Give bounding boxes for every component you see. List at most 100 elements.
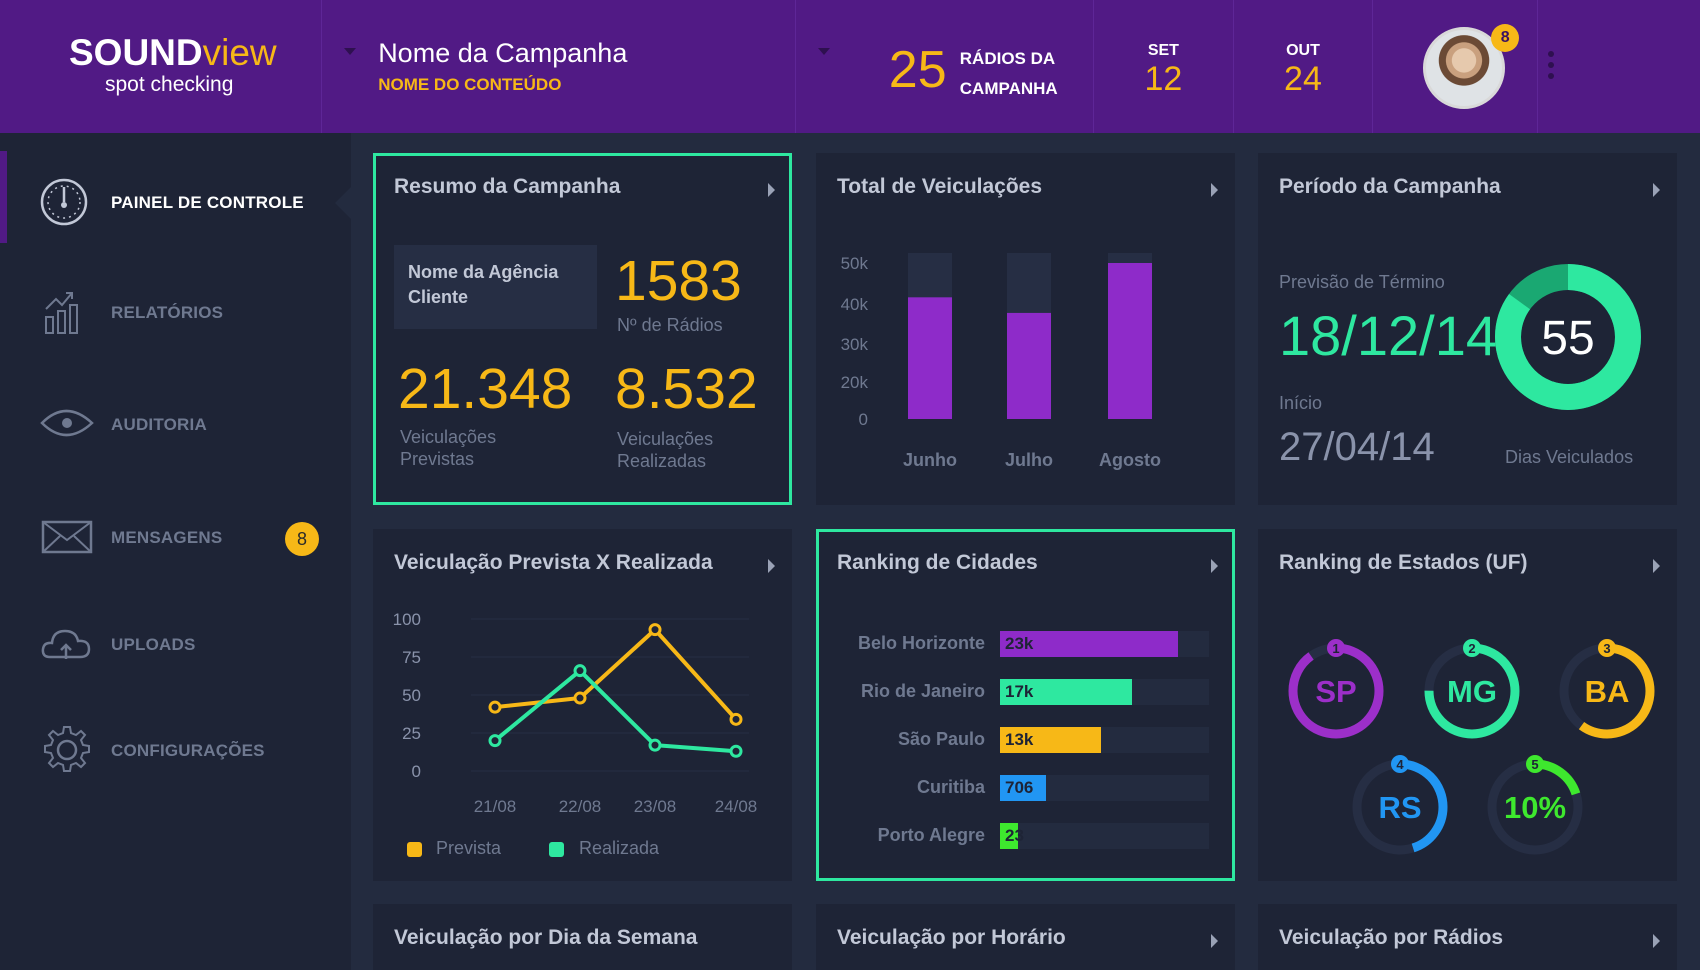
state-rank-number: 5	[1531, 757, 1538, 772]
legend-realizada-swatch	[549, 842, 564, 857]
prevista-realizada-line-chart: 0 25 50 75 100 21/08 22/08 23/08 24/08	[393, 610, 758, 816]
card-total-veiculacoes[interactable]: Total de Veiculações 0 20k 30k 40k 50k Junho J…	[816, 153, 1235, 505]
city-name: Porto Alegre	[877, 825, 985, 845]
city-bar	[1000, 679, 1132, 705]
top-header: SOUNDview spot checking Nome da Campanha…	[0, 0, 1700, 133]
sidebar-item-label: UPLOADS	[111, 635, 196, 654]
logo-area[interactable]: SOUNDview spot checking	[0, 0, 323, 133]
state-rank-number: 2	[1468, 641, 1475, 656]
y-tick-label: 75	[402, 648, 421, 667]
gear-icon	[44, 726, 90, 772]
end-date-label: Previsão de Término	[1279, 272, 1445, 292]
start-date-value: 27/04/14	[1279, 425, 1435, 469]
chevron-right-icon[interactable]	[1653, 559, 1660, 573]
dashboard-gauge-icon	[40, 178, 88, 226]
city-bar	[1000, 823, 1018, 849]
data-point	[573, 664, 587, 678]
data-point	[729, 712, 743, 726]
card-title: Veiculação por Horário	[837, 926, 1066, 949]
more-menu[interactable]	[1538, 0, 1700, 133]
card-title: Veiculação por Dia da Semana	[394, 926, 698, 949]
sidebar-item-label: RELATÓRIOS	[111, 303, 224, 322]
chevron-right-icon[interactable]	[768, 183, 775, 197]
card-title: Veiculação Prevista X Realizada	[394, 551, 713, 574]
month-end-label: OUT	[1286, 42, 1320, 59]
chevron-right-icon[interactable]	[1653, 934, 1660, 948]
city-bar-track: 23k	[1000, 631, 1209, 657]
sidebar-item-configuracoes[interactable]: CONFIGURAÇÕES	[0, 723, 351, 783]
sidebar-item-painel[interactable]: PAINEL DE CONTROLE	[0, 175, 351, 235]
card-ranking-cidades[interactable]: Ranking de Cidades Belo Horizonte 23k Rio …	[816, 529, 1235, 881]
realizadas-label: Veiculações Realizadas	[617, 429, 714, 471]
city-value-label: 17k	[1005, 682, 1034, 701]
notification-badge[interactable]: 8	[1491, 24, 1520, 52]
card-title: Total de Veiculações	[837, 175, 1043, 198]
radios-summary[interactable]: 25 RÁDIOS DA CAMPANHA	[796, 0, 1095, 133]
sidebar-item-mensagens[interactable]: MENSAGENS 8	[0, 510, 351, 570]
data-point	[648, 738, 662, 752]
chevron-right-icon[interactable]	[768, 559, 775, 573]
chevron-right-icon[interactable]	[1211, 934, 1218, 948]
card-dia-semana[interactable]: Veiculação por Dia da Semana	[373, 904, 792, 970]
logo-sound-text: SOUND	[69, 32, 203, 73]
state-rank-number: 1	[1332, 641, 1339, 656]
city-value-label: 13k	[1005, 730, 1034, 749]
month-end-value: 24	[1284, 60, 1322, 98]
campaign-name: Nome da Campanha	[378, 38, 628, 68]
chevron-right-icon[interactable]	[1211, 183, 1218, 197]
city-name: Belo Horizonte	[857, 633, 985, 653]
period-start[interactable]: SET 12	[1094, 0, 1234, 133]
sidebar-item-auditoria[interactable]: AUDITORIA	[0, 397, 351, 457]
city-bar-track: 23	[1000, 823, 1209, 849]
state-rank-badge	[1598, 639, 1616, 657]
card-title: Ranking de Estados (UF)	[1279, 551, 1528, 574]
series-line-prevista	[494, 627, 738, 721]
soundview-logo[interactable]: SOUNDview spot checking	[69, 33, 277, 97]
card-periodo-campanha[interactable]: Período da Campanha Previsão de Término …	[1258, 153, 1677, 505]
end-date-value: 18/12/14	[1279, 304, 1497, 367]
card-prevista-realizada[interactable]: Veiculação Prevista X Realizada 0 25 50 75 1…	[373, 529, 792, 881]
city-bar	[1000, 631, 1178, 657]
user-profile[interactable]: 8	[1373, 0, 1538, 133]
period-end[interactable]: OUT 24	[1234, 0, 1374, 133]
y-tick-label: 40k	[841, 295, 869, 314]
chevron-right-icon[interactable]	[1653, 183, 1660, 197]
card-resumo-campanha[interactable]: Resumo da Campanha Nome da Agência Clien…	[373, 153, 792, 505]
sidebar-item-relatorios[interactable]: RELATÓRIOS	[0, 285, 351, 345]
card-horario[interactable]: Veiculação por Horário	[816, 904, 1235, 970]
radios-label: Nº de Rádios	[617, 315, 723, 335]
chevron-right-icon[interactable]	[1211, 559, 1218, 573]
sidebar-item-label: PAINEL DE CONTROLE	[111, 193, 304, 212]
state-rank-badge	[1327, 639, 1345, 657]
card-radios[interactable]: Veiculação por Rádios	[1258, 904, 1677, 970]
state-rank-badge	[1526, 755, 1544, 773]
x-tick-label: Julho	[1005, 450, 1053, 470]
sidebar-item-label: MENSAGENS	[111, 528, 223, 547]
more-vertical-icon[interactable]	[1547, 51, 1556, 84]
campaign-selector[interactable]: Nome da Campanha NOME DO CONTEÚDO	[322, 0, 796, 133]
sidebar: PAINEL DE CONTROLE RELATÓRIOS AUDITORIA …	[0, 133, 351, 970]
data-point	[573, 691, 587, 705]
card-ranking-estados[interactable]: Ranking de Estados (UF) 1 SP 2 MG 3 BA 4 RS 5 10%	[1258, 529, 1677, 881]
chevron-down-icon[interactable]	[817, 48, 830, 55]
city-bar	[1000, 775, 1046, 801]
y-tick-label: 20k	[841, 373, 869, 392]
states-ring-charts: 1 SP 2 MG 3 BA 4 RS 5 10%	[1288, 639, 1655, 855]
donut-arc	[1495, 264, 1641, 410]
sidebar-item-uploads[interactable]: UPLOADS	[0, 617, 351, 677]
bar	[1108, 263, 1152, 419]
days-donut-chart: 55	[1495, 264, 1641, 410]
month-start-value: 12	[1144, 60, 1183, 98]
city-bar-track: 17k	[1000, 679, 1209, 705]
previstas-value: 21.348	[398, 357, 573, 421]
cloud-upload-icon	[41, 629, 91, 659]
data-point	[488, 734, 502, 748]
chevron-down-icon[interactable]	[344, 48, 357, 55]
city-bar-track: 706	[1000, 775, 1209, 801]
card-title: Período da Campanha	[1279, 175, 1501, 198]
month-start-label: SET	[1147, 42, 1179, 59]
state-rank-badge	[1463, 639, 1481, 657]
start-date-label: Início	[1279, 393, 1323, 413]
y-tick-label: 25	[402, 724, 421, 743]
logo-subtitle: spot checking	[105, 73, 234, 96]
